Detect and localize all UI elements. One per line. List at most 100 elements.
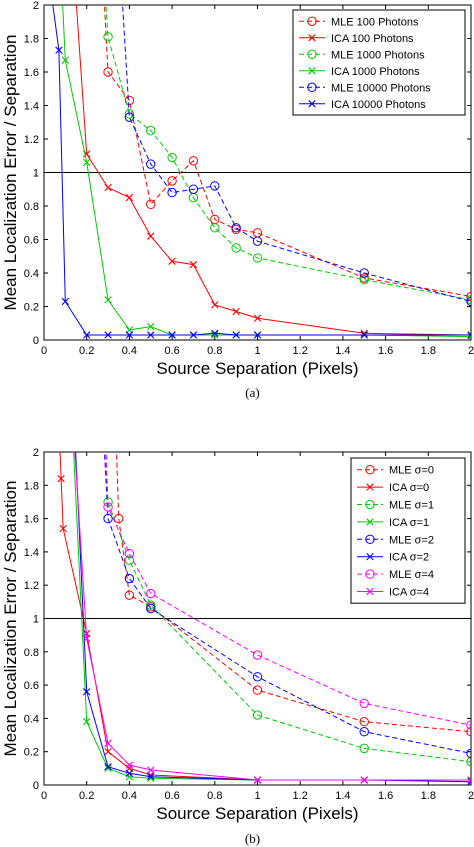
data-point (124, 555, 135, 565)
data-point (57, 474, 65, 483)
legend-swatch-marker (366, 518, 374, 526)
data-point (466, 720, 471, 730)
data-point (211, 301, 219, 309)
data-point (467, 777, 471, 785)
data-point (124, 109, 135, 119)
data-point (360, 776, 368, 784)
data-point (466, 296, 471, 307)
series-7 (74, 452, 471, 784)
legend-label: MLE σ=1 (389, 500, 434, 512)
data-point (359, 727, 369, 737)
legend-label: MLE σ=0 (389, 465, 434, 477)
legend-entry: ICA σ=2 (357, 552, 429, 564)
legend-label: ICA σ=2 (389, 552, 429, 564)
legend-entry: MLE 1000 Photons (299, 49, 425, 61)
data-point (104, 762, 112, 771)
legend-label: ICA σ=0 (389, 482, 429, 494)
data-point (232, 331, 240, 339)
series-4 (122, 5, 471, 307)
y-tick-label: 1.2 (24, 134, 39, 146)
legend-entry: ICA σ=0 (357, 482, 429, 494)
x-tick-label: 1.6 (378, 790, 393, 802)
data-point (147, 322, 155, 331)
data-point (211, 329, 219, 337)
x-tick-label: 0 (41, 345, 47, 357)
legend-entry: MLE σ=0 (357, 465, 434, 477)
legend-swatch-marker (308, 34, 316, 42)
x-tick-label: 1.4 (335, 345, 350, 357)
data-point (125, 761, 134, 769)
legend-swatch-marker (365, 465, 375, 475)
series-4 (93, 315, 471, 759)
legend-box (350, 457, 466, 604)
series-line (122, 5, 471, 302)
x-axis-label: Source Separation (Pixels) (156, 359, 358, 378)
data-point (104, 748, 112, 756)
y-tick-label: 1.6 (24, 514, 39, 526)
data-point (103, 513, 113, 524)
data-point (147, 772, 155, 781)
y-tick-label: 0 (33, 780, 39, 792)
series-line (105, 452, 471, 726)
y-tick-label: 2 (33, 0, 39, 12)
data-point (108, 315, 116, 323)
y-axis-label: Mean Localization Error / Separation (1, 481, 20, 757)
x-tick-label: 1 (254, 345, 260, 357)
x-tick-label: 1.2 (293, 345, 308, 357)
x-axis-label: Source Separation (Pixels) (156, 804, 358, 823)
data-point (146, 159, 156, 169)
legend-entry: ICA σ=1 (357, 517, 429, 529)
data-point (83, 634, 91, 643)
series-5 (52, 5, 471, 339)
figure-caption: (a) (245, 385, 259, 400)
data-point (359, 698, 369, 709)
data-point (103, 67, 113, 77)
data-point (210, 181, 220, 191)
y-tick-label: 1.8 (24, 34, 39, 46)
x-tick-label: 0 (41, 790, 47, 802)
legend-entry: ICA 1000 Photons (299, 66, 420, 78)
data-point (253, 776, 262, 784)
x-tick-label: 0.6 (164, 790, 179, 802)
series-2 (103, 5, 471, 305)
legend-label: ICA σ=4 (389, 587, 429, 599)
data-point (252, 650, 263, 660)
data-point (146, 125, 156, 136)
y-tick-label: 0.4 (24, 268, 39, 280)
y-tick-label: 0.8 (24, 201, 39, 213)
data-point (467, 776, 471, 784)
x-tick-label: 1.4 (335, 790, 350, 802)
legend-entry: MLE 10000 Photons (299, 82, 431, 94)
data-point (168, 331, 176, 339)
data-point (168, 257, 176, 265)
data-point (124, 573, 135, 584)
data-point (359, 268, 369, 278)
legend-swatch-marker (366, 587, 374, 596)
x-tick-label: 0.8 (207, 790, 222, 802)
x-tick-label: 1 (254, 790, 260, 802)
data-point (147, 331, 155, 339)
data-point (189, 331, 198, 339)
data-point (188, 156, 199, 166)
data-point (231, 243, 241, 253)
legend-label: ICA σ=1 (389, 517, 429, 529)
data-point (93, 315, 101, 323)
series-line (116, 452, 471, 733)
legend-swatch-marker (307, 82, 317, 92)
legend: MLE σ=0 ICA σ=0 MLE σ=1 ICA σ=1 MLE σ=2 ICA σ… (350, 457, 466, 604)
series-line (52, 5, 471, 336)
data-point (124, 590, 135, 600)
data-point (359, 717, 369, 727)
legend-swatch-marker (366, 553, 374, 561)
x-tick-label: 2 (468, 790, 474, 802)
data-point (253, 331, 262, 339)
data-point (104, 764, 112, 773)
data-point (467, 331, 471, 339)
y-tick-label: 0.6 (24, 235, 39, 247)
series-line (74, 452, 471, 781)
legend-swatch-marker (366, 483, 374, 491)
series-line (75, 5, 471, 336)
data-point (252, 710, 263, 720)
data-point (124, 112, 135, 122)
data-point (466, 748, 471, 759)
